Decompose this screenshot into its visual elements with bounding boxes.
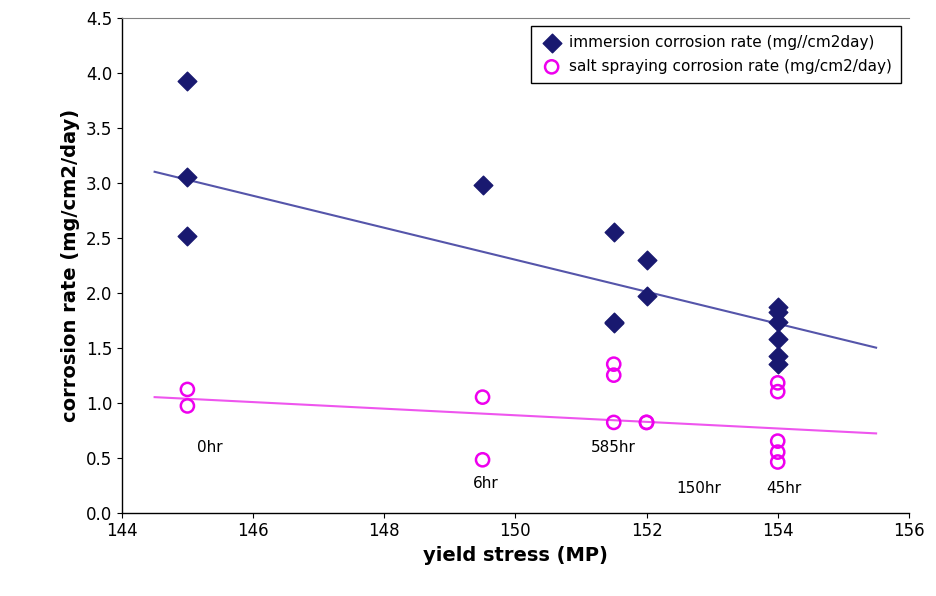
salt spraying corrosion rate (mg/cm2/day) <box>638 418 653 427</box>
salt spraying corrosion rate (mg/cm2/day) <box>180 401 195 411</box>
immersion corrosion rate (mg//cm2day) <box>769 359 784 369</box>
immersion corrosion rate (mg//cm2day) <box>638 291 653 301</box>
immersion corrosion rate (mg//cm2day) <box>180 76 195 85</box>
salt spraying corrosion rate (mg/cm2/day) <box>769 448 784 457</box>
Text: 150hr: 150hr <box>675 481 720 496</box>
Text: 0hr: 0hr <box>197 440 223 455</box>
immersion corrosion rate (mg//cm2day) <box>180 231 195 240</box>
immersion corrosion rate (mg//cm2day) <box>606 318 621 327</box>
immersion corrosion rate (mg//cm2day) <box>769 318 784 327</box>
immersion corrosion rate (mg//cm2day) <box>638 255 653 265</box>
salt spraying corrosion rate (mg/cm2/day) <box>769 378 784 387</box>
salt spraying corrosion rate (mg/cm2/day) <box>769 387 784 396</box>
salt spraying corrosion rate (mg/cm2/day) <box>475 455 490 464</box>
salt spraying corrosion rate (mg/cm2/day) <box>606 418 621 427</box>
immersion corrosion rate (mg//cm2day) <box>769 308 784 317</box>
salt spraying corrosion rate (mg/cm2/day) <box>180 384 195 394</box>
immersion corrosion rate (mg//cm2day) <box>606 319 621 328</box>
salt spraying corrosion rate (mg/cm2/day) <box>769 436 784 446</box>
immersion corrosion rate (mg//cm2day) <box>769 334 784 344</box>
immersion corrosion rate (mg//cm2day) <box>606 228 621 237</box>
immersion corrosion rate (mg//cm2day) <box>180 172 195 182</box>
salt spraying corrosion rate (mg/cm2/day) <box>769 457 784 467</box>
Text: 45hr: 45hr <box>765 481 800 496</box>
Y-axis label: corrosion rate (mg/cm2/day): corrosion rate (mg/cm2/day) <box>61 108 80 422</box>
salt spraying corrosion rate (mg/cm2/day) <box>606 359 621 369</box>
immersion corrosion rate (mg//cm2day) <box>769 352 784 361</box>
salt spraying corrosion rate (mg/cm2/day) <box>606 370 621 380</box>
immersion corrosion rate (mg//cm2day) <box>769 302 784 312</box>
immersion corrosion rate (mg//cm2day) <box>475 180 490 190</box>
salt spraying corrosion rate (mg/cm2/day) <box>638 418 653 427</box>
salt spraying corrosion rate (mg/cm2/day) <box>475 392 490 402</box>
Text: 585hr: 585hr <box>590 440 635 455</box>
X-axis label: yield stress (MP): yield stress (MP) <box>422 546 607 565</box>
Text: 6hr: 6hr <box>472 476 498 491</box>
Legend: immersion corrosion rate (mg//cm2day), salt spraying corrosion rate (mg/cm2/day): immersion corrosion rate (mg//cm2day), s… <box>531 26 900 83</box>
